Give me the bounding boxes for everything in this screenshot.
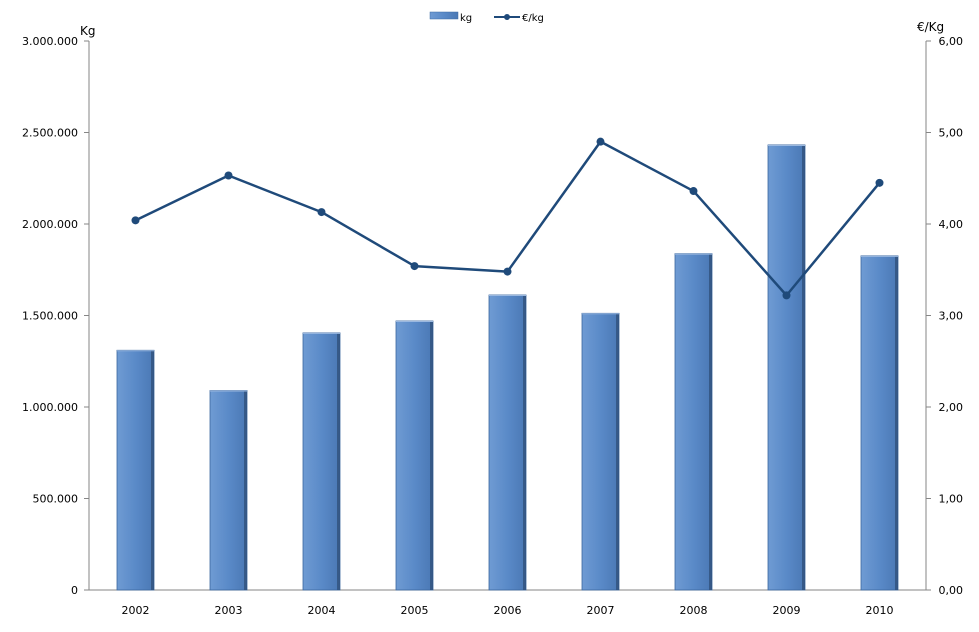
bar-shade <box>244 390 247 590</box>
legend-line-marker <box>504 14 510 20</box>
line-point <box>782 291 791 300</box>
x-tick-label: 2009 <box>773 604 801 617</box>
bar-shade <box>337 332 340 590</box>
right-tick-label: 5,00 <box>939 127 964 140</box>
line-point <box>410 262 419 271</box>
left-tick-label: 0 <box>71 584 78 597</box>
legend-bar-label: kg <box>460 13 472 24</box>
bar-shade <box>709 253 712 590</box>
bar-shade <box>895 255 898 591</box>
right-tick-label: 6,00 <box>939 35 964 48</box>
x-tick-label: 2003 <box>215 604 243 617</box>
bar-shade <box>616 313 619 590</box>
bar <box>674 253 713 591</box>
line-point <box>689 187 698 196</box>
legend-bar-swatch <box>429 11 459 20</box>
left-tick-label: 2.500.000 <box>22 127 78 140</box>
bar-shade <box>802 144 805 590</box>
bar <box>209 390 248 591</box>
line-series <box>131 137 884 300</box>
left-tick-label: 2.000.000 <box>22 218 78 231</box>
line-point <box>131 216 140 225</box>
left-tick-label: 1.500.000 <box>22 310 78 323</box>
right-tick-label: 3,00 <box>939 310 964 323</box>
bar <box>767 144 806 591</box>
x-tick-label: 2005 <box>401 604 429 617</box>
x-tick-label: 2004 <box>308 604 336 617</box>
bar <box>395 320 434 591</box>
right-tick-label: 1,00 <box>939 493 964 506</box>
line-point <box>503 267 512 276</box>
x-tick-label: 2006 <box>494 604 522 617</box>
right-axis-title: €/Kg <box>917 20 944 34</box>
bar <box>488 294 527 591</box>
x-axis-ticks: 2002 2003 2004 2005 2006 2007 2008 2009 2010 <box>122 604 894 617</box>
bar-series <box>116 144 899 591</box>
left-tick-label: 1.000.000 <box>22 401 78 414</box>
right-tick-label: 4,00 <box>939 218 964 231</box>
legend-line-label: €/kg <box>522 13 544 24</box>
line-point <box>224 171 233 180</box>
line-point <box>875 178 884 187</box>
x-tick-label: 2002 <box>122 604 150 617</box>
right-tick-label: 0,00 <box>939 584 964 597</box>
x-tick-label: 2008 <box>680 604 708 617</box>
left-axis-title: Kg <box>80 24 96 38</box>
bar-shade <box>151 350 154 590</box>
bar <box>860 255 899 591</box>
bar-shade <box>523 295 526 590</box>
bar <box>116 349 155 591</box>
left-axis-ticks: 0 500.000 1.000.000 1.500.000 2.000.000 2.500… <box>22 35 89 597</box>
legend: kg €/kg <box>429 11 544 24</box>
left-tick-label: 3.000.000 <box>22 35 78 48</box>
line-point <box>317 208 326 217</box>
line-point <box>596 137 605 146</box>
bar <box>581 312 620 591</box>
x-tick-label: 2010 <box>866 604 894 617</box>
left-tick-label: 500.000 <box>33 493 79 506</box>
right-axis-ticks: 0,00 1,00 2,00 3,00 4,00 5,00 6,00 <box>926 35 963 597</box>
bar <box>302 332 341 591</box>
right-tick-label: 2,00 <box>939 401 964 414</box>
x-tick-label: 2007 <box>587 604 615 617</box>
bar-shade <box>430 320 433 590</box>
